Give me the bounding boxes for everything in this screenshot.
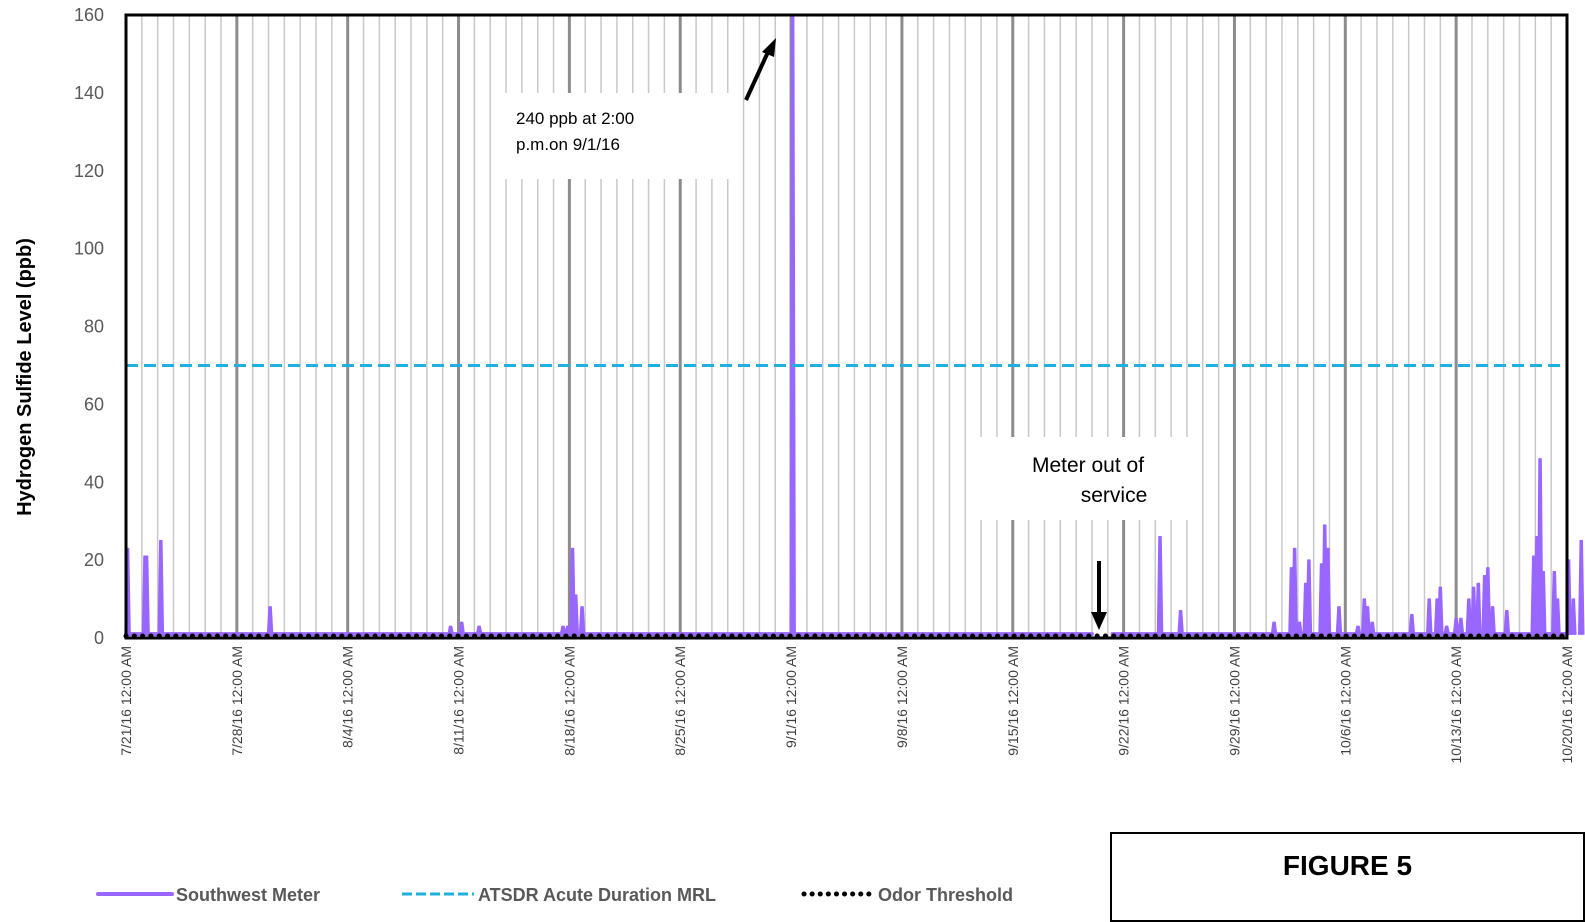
x-tick-label: 8/11/16 12:00 AM xyxy=(451,646,467,755)
gridlines xyxy=(124,15,1569,638)
x-tick-label: 10/6/16 12:00 AM xyxy=(1337,646,1353,756)
legend-southwest-meter-label: Southwest Meter xyxy=(176,885,320,905)
x-tick-label: 10/13/16 12:00 AM xyxy=(1448,646,1464,764)
x-tick-label: 9/8/16 12:00 AM xyxy=(894,646,910,748)
y-tick-label: 80 xyxy=(84,317,104,337)
southwest-meter-peak xyxy=(143,555,150,635)
southwest-meter-peak xyxy=(1554,598,1561,635)
southwest-meter-peak xyxy=(1291,547,1298,635)
x-tick-label: 9/22/16 12:00 AM xyxy=(1116,646,1132,756)
southwest-meter-peak xyxy=(1368,621,1376,635)
southwest-meter-peak xyxy=(789,14,796,635)
annotations: 240 ppb at 2:00 p.m.on 9/1/16 Meter out of… xyxy=(503,38,1201,630)
y-tick-label: 140 xyxy=(74,83,104,103)
southwest-meter-peak xyxy=(1425,598,1433,635)
southwest-meter-peak xyxy=(1364,606,1371,635)
southwest-meter-peak xyxy=(475,625,483,635)
southwest-meter-peak xyxy=(1177,609,1184,635)
annotation-peak-text: 240 ppb at 2:00 xyxy=(516,109,634,128)
legend-atsdr-mrl: ATSDR Acute Duration MRL xyxy=(402,885,716,905)
annotation-peak-arrow xyxy=(744,51,770,101)
annotation-oos-text: Meter out of xyxy=(1032,454,1144,477)
annotation-peak-arrowhead xyxy=(762,38,776,57)
legend-odor-threshold-label: Odor Threshold xyxy=(878,885,1013,905)
southwest-meter-peak xyxy=(1270,621,1278,635)
southwest-meter-peak xyxy=(1156,536,1164,635)
plot-frame xyxy=(124,13,1569,640)
annotation-peak-box xyxy=(503,93,740,179)
figure-label: FIGURE 5 xyxy=(1282,850,1413,881)
y-tick-label: 120 xyxy=(74,161,104,181)
x-tick-label: 9/1/16 12:00 AM xyxy=(783,646,799,748)
southwest-meter-peak xyxy=(1475,582,1482,635)
southwest-meter-peak xyxy=(266,606,274,635)
figure-label-box: FIGURE 5 xyxy=(1110,832,1585,922)
southwest-meter-peak xyxy=(1503,609,1511,635)
annotation-out-of-service: Meter out of service xyxy=(975,437,1201,630)
southwest-meter-peak xyxy=(1408,613,1416,635)
x-tick-label: 7/28/16 12:00 AM xyxy=(229,646,245,756)
annotation-oos-arrowhead xyxy=(1091,612,1107,630)
southwest-meter-peak xyxy=(1296,621,1303,635)
legend: Southwest Meter ATSDR Acute Duration MRL O… xyxy=(96,885,1013,905)
southwest-meter-peak xyxy=(157,539,165,635)
southwest-meter-peak xyxy=(1354,625,1362,635)
legend-odor-threshold: Odor Threshold xyxy=(801,885,1013,905)
southwest-meter-peak xyxy=(447,625,454,635)
southwest-meter-peak xyxy=(1324,547,1332,635)
x-tick-label: 9/29/16 12:00 AM xyxy=(1226,646,1242,756)
x-tick-label: 8/25/16 12:00 AM xyxy=(672,646,688,756)
southwest-meter-peak xyxy=(1457,617,1465,635)
y-tick-label: 0 xyxy=(94,628,104,648)
southwest-meter-peak xyxy=(1470,586,1477,635)
y-tick-label: 20 xyxy=(84,550,104,570)
southwest-meter-peak xyxy=(1452,617,1460,635)
southwest-meter-peak xyxy=(572,594,579,635)
southwest-meter-peak xyxy=(1437,586,1444,635)
x-tick-label: 7/21/16 12:00 AM xyxy=(118,646,134,756)
southwest-meter-peak xyxy=(1305,559,1313,635)
southwest-meter-peak xyxy=(1540,571,1547,635)
annotation-oos-box xyxy=(975,437,1201,520)
series-layer xyxy=(123,14,1585,639)
southwest-meter-peak xyxy=(1578,539,1585,635)
southwest-meter-peak xyxy=(1335,606,1343,635)
annotation-oos-text: service xyxy=(1081,484,1148,507)
y-tick-label: 40 xyxy=(84,472,104,492)
southwest-meter-peak xyxy=(1443,625,1450,635)
southwest-meter-peak xyxy=(458,621,465,635)
x-tick-label: 10/20/16 12:00 AM xyxy=(1559,646,1575,764)
x-tick-label: 9/15/16 12:00 AM xyxy=(1005,646,1021,756)
y-tick-label: 100 xyxy=(74,239,104,259)
x-tick-label: 8/4/16 12:00 AM xyxy=(340,646,356,748)
y-axis-ticks: 0 20 40 60 80 100 120 140 160 xyxy=(74,5,104,648)
annotation-peak: 240 ppb at 2:00 p.m.on 9/1/16 xyxy=(503,38,776,179)
southwest-meter-peak xyxy=(1484,567,1492,635)
y-tick-label: 160 xyxy=(74,5,104,25)
annotation-peak-text: p.m.on 9/1/16 xyxy=(516,135,620,154)
x-axis-ticks: 7/21/16 12:00 AM 7/28/16 12:00 AM 8/4/16 1… xyxy=(118,646,1575,764)
southwest-meter-peak xyxy=(559,625,567,635)
legend-southwest-meter: Southwest Meter xyxy=(96,885,320,905)
southwest-meter-peak xyxy=(1489,606,1496,635)
x-tick-label: 8/18/16 12:00 AM xyxy=(561,646,577,756)
southwest-meter-peak xyxy=(564,625,572,635)
y-axis-label: Hydrogen Sulfide Level (ppb) xyxy=(14,238,36,516)
y-tick-label: 60 xyxy=(84,394,104,414)
southwest-meter-peak xyxy=(578,606,586,635)
southwest-meter-peak xyxy=(1570,598,1577,635)
legend-atsdr-mrl-label: ATSDR Acute Duration MRL xyxy=(478,885,716,905)
